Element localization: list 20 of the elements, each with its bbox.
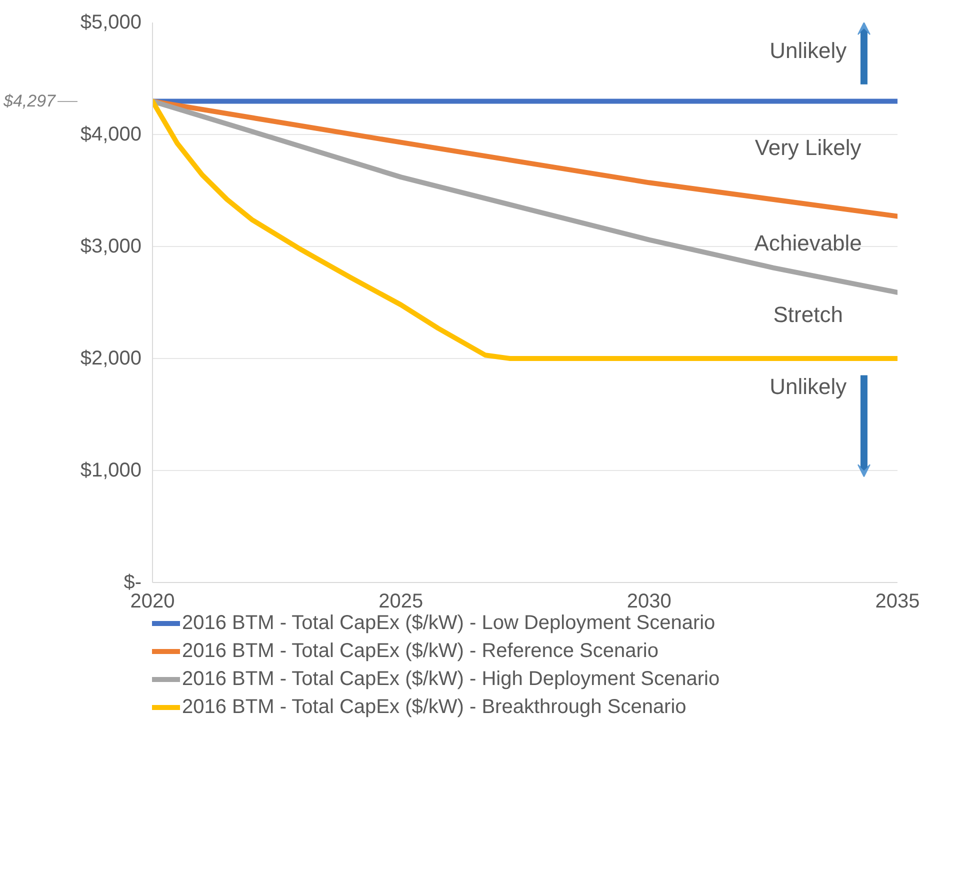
y-tick-label: $4,000 xyxy=(80,124,142,146)
y-tick-label: $1,000 xyxy=(80,460,142,482)
y-tick-label: $2,000 xyxy=(80,348,142,370)
annotation: Unlikely xyxy=(770,374,847,400)
x-tick-label: 2030 xyxy=(626,590,672,612)
y-tick-label: $- xyxy=(124,572,142,594)
y-tick-label: $3,000 xyxy=(80,236,142,258)
legend-label: 2016 BTM - Total CapEx ($/kW) - Reference Scenario xyxy=(182,638,658,664)
y-tick-label: $5,000 xyxy=(80,12,142,34)
annotation: Very Likely xyxy=(754,135,862,160)
text: $4,297 xyxy=(2,92,56,111)
legend-label: 2016 BTM - Total CapEx ($/kW) - High Deployment Scenario xyxy=(182,666,720,692)
x-tick-label: 2020 xyxy=(130,590,175,612)
legend-label: 2016 BTM - Total CapEx ($/kW) - Breakthrough Scenario xyxy=(182,694,686,720)
annotation: Achievable xyxy=(754,230,862,256)
annotation: Stretch xyxy=(773,302,843,327)
x-tick-label: 2025 xyxy=(378,590,424,612)
annotation: Unlikely xyxy=(770,38,847,64)
legend-label: 2016 BTM - Total CapEx ($/kW) - Low Deployment Scenario xyxy=(182,610,716,636)
x-tick-label: 2035 xyxy=(875,590,920,612)
